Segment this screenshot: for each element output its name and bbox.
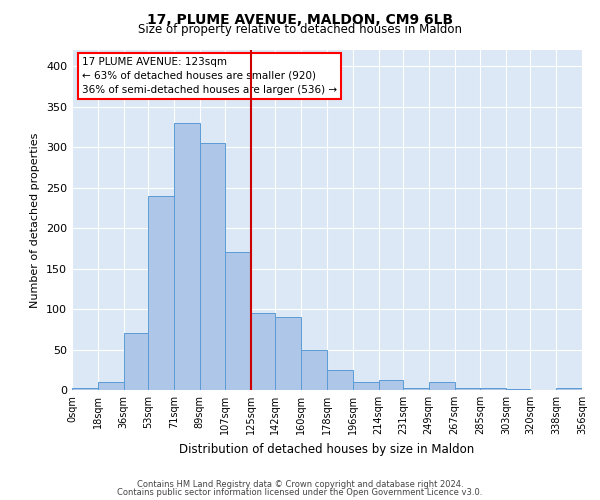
Bar [455,388,480,390]
Bar [148,196,174,390]
Bar [480,388,506,390]
Bar [124,334,148,390]
Text: 17 PLUME AVENUE: 123sqm
← 63% of detached houses are smaller (920)
36% of semi-d: 17 PLUME AVENUE: 123sqm ← 63% of detache… [82,57,337,95]
Bar [174,123,199,390]
Bar [275,317,301,390]
Bar [199,143,225,390]
Text: 17, PLUME AVENUE, MALDON, CM9 6LB: 17, PLUME AVENUE, MALDON, CM9 6LB [147,12,453,26]
Bar [353,382,379,390]
Bar [225,252,251,390]
Bar [556,388,582,390]
X-axis label: Distribution of detached houses by size in Maldon: Distribution of detached houses by size … [179,442,475,456]
Text: Contains public sector information licensed under the Open Government Licence v3: Contains public sector information licen… [118,488,482,497]
Bar [72,388,98,390]
Text: Contains HM Land Registry data © Crown copyright and database right 2024.: Contains HM Land Registry data © Crown c… [137,480,463,489]
Bar [379,380,403,390]
Bar [327,370,353,390]
Y-axis label: Number of detached properties: Number of detached properties [31,132,40,308]
Bar [506,389,530,390]
Bar [251,313,275,390]
Bar [98,382,124,390]
Bar [301,350,327,390]
Bar [403,388,429,390]
Bar [429,382,455,390]
Text: Size of property relative to detached houses in Maldon: Size of property relative to detached ho… [138,22,462,36]
